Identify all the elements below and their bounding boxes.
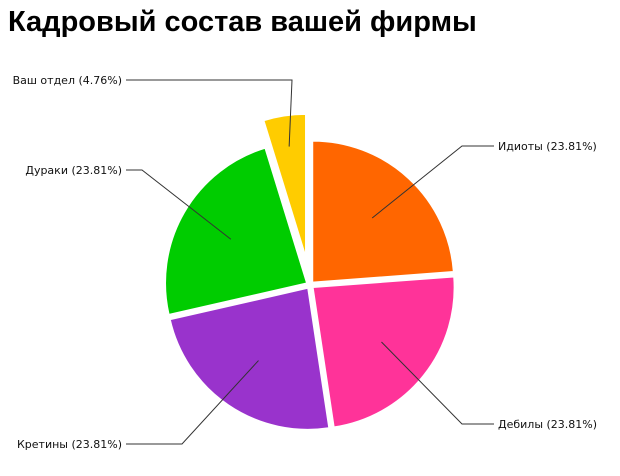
slice-label: Ваш отдел (4.76%) — [13, 74, 122, 87]
pie-slice — [312, 140, 454, 283]
slice-label: Идиоты (23.81%) — [498, 140, 597, 153]
slice-label: Дураки (23.81%) — [25, 164, 122, 177]
pie-slice — [312, 276, 455, 428]
pie-slice — [263, 113, 307, 256]
chart-title: Кадровый состав вашей фирмы — [8, 6, 477, 38]
leader-line — [126, 360, 259, 445]
leader-line — [126, 169, 232, 240]
leader-line — [381, 341, 494, 425]
leader-line — [371, 145, 494, 219]
pie-slice — [165, 147, 308, 315]
leader-line — [126, 79, 293, 147]
pie-slice — [169, 287, 330, 430]
slice-label: Кретины (23.81%) — [17, 438, 122, 451]
slice-label: Дебилы (23.81%) — [498, 418, 597, 431]
